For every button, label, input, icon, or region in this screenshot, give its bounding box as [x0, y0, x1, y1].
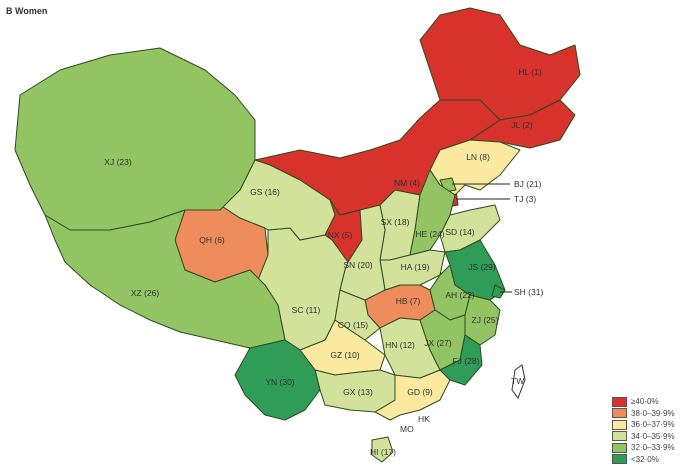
province-ha	[379, 249, 446, 291]
province-yn	[234, 339, 321, 421]
legend-label: <32·0%	[631, 454, 659, 464]
region-label-tw: TW	[511, 376, 524, 386]
province-hi	[371, 436, 394, 463]
province-label-fj: FJ (28)	[453, 356, 480, 366]
legend-swatch	[612, 442, 627, 453]
province-label-sx: SX (18)	[381, 217, 410, 227]
province-xz	[44, 209, 286, 349]
legend-swatch	[612, 431, 627, 442]
region-label-mo: MO	[400, 424, 414, 434]
province-label-gs: GS (16)	[250, 187, 280, 197]
province-label-jx: JX (27)	[424, 338, 452, 348]
legend-swatch	[612, 396, 627, 407]
province-gs	[219, 159, 336, 241]
province-label-xj: XJ (23)	[104, 157, 132, 167]
province-label-ha: HA (19)	[401, 262, 430, 272]
province-label-yn: YN (30)	[265, 377, 294, 387]
province-label-jl: JL (2)	[511, 120, 533, 130]
province-label-sd: SD (14)	[445, 227, 474, 237]
province-label-sh: SH (31)	[514, 287, 543, 297]
province-label-gx: GX (13)	[343, 387, 373, 397]
province-label-hb: HB (7)	[396, 296, 421, 306]
province-label-nm: NM (4)	[394, 178, 420, 188]
province-label-nx: NX (5)	[328, 230, 353, 240]
province-sh	[491, 284, 506, 299]
province-label-zj: ZJ (25)	[472, 315, 499, 325]
province-label-xz: XZ (26)	[131, 288, 160, 298]
province-label-tj: TJ (3)	[514, 194, 536, 204]
legend-item: 36·0–37·9%	[612, 419, 675, 431]
legend-label: ≥40·0%	[631, 397, 659, 407]
province-cq	[334, 289, 381, 341]
province-gx	[314, 369, 396, 413]
province-label-he: HE (24)	[415, 229, 444, 239]
province-label-sc: SC (11)	[292, 305, 321, 315]
legend-label: 32·0–33·9%	[631, 443, 675, 453]
region-label-hk: HK	[418, 414, 430, 424]
province-label-ah: AH (22)	[445, 290, 474, 300]
legend: ≥40·0% 38·0–39·9% 36·0–37·9% 34·0–35·9% 32·0…	[612, 396, 675, 465]
province-xj	[14, 47, 256, 231]
province-label-sn: SN (20)	[343, 260, 372, 270]
legend-swatch	[612, 408, 627, 419]
province-label-hn: HN (12)	[385, 340, 415, 350]
province-label-js: JS (29)	[468, 262, 496, 272]
legend-item: <32·0%	[612, 454, 675, 466]
legend-label: 36·0–37·9%	[631, 420, 675, 430]
province-label-cq: CQ (15)	[338, 320, 368, 330]
province-label-gz: GZ (10)	[330, 350, 359, 360]
province-label-bj: BJ (21)	[514, 179, 542, 189]
province-label-ln: LN (8)	[466, 152, 490, 162]
legend-label: 34·0–35·9%	[631, 431, 675, 441]
province-label-hi: HI (17)	[370, 447, 396, 457]
province-label-gd: GD (9)	[407, 387, 433, 397]
province-label-hl: HL (1)	[518, 67, 541, 77]
province-fj	[439, 334, 483, 386]
legend-swatch	[612, 419, 627, 430]
legend-swatch	[612, 454, 627, 465]
legend-label: 38·0–39·9%	[631, 408, 675, 418]
legend-item: 34·0–35·9%	[612, 431, 675, 443]
legend-item: ≥40·0%	[612, 396, 675, 408]
province-he	[409, 169, 456, 256]
taiwan-outline	[511, 364, 526, 400]
province-label-qh: QH (6)	[199, 235, 225, 245]
legend-item: 38·0–39·9%	[612, 408, 675, 420]
legend-item: 32·0–33·9%	[612, 442, 675, 454]
province-sn	[339, 204, 386, 301]
figure-title: B Women	[6, 6, 48, 16]
